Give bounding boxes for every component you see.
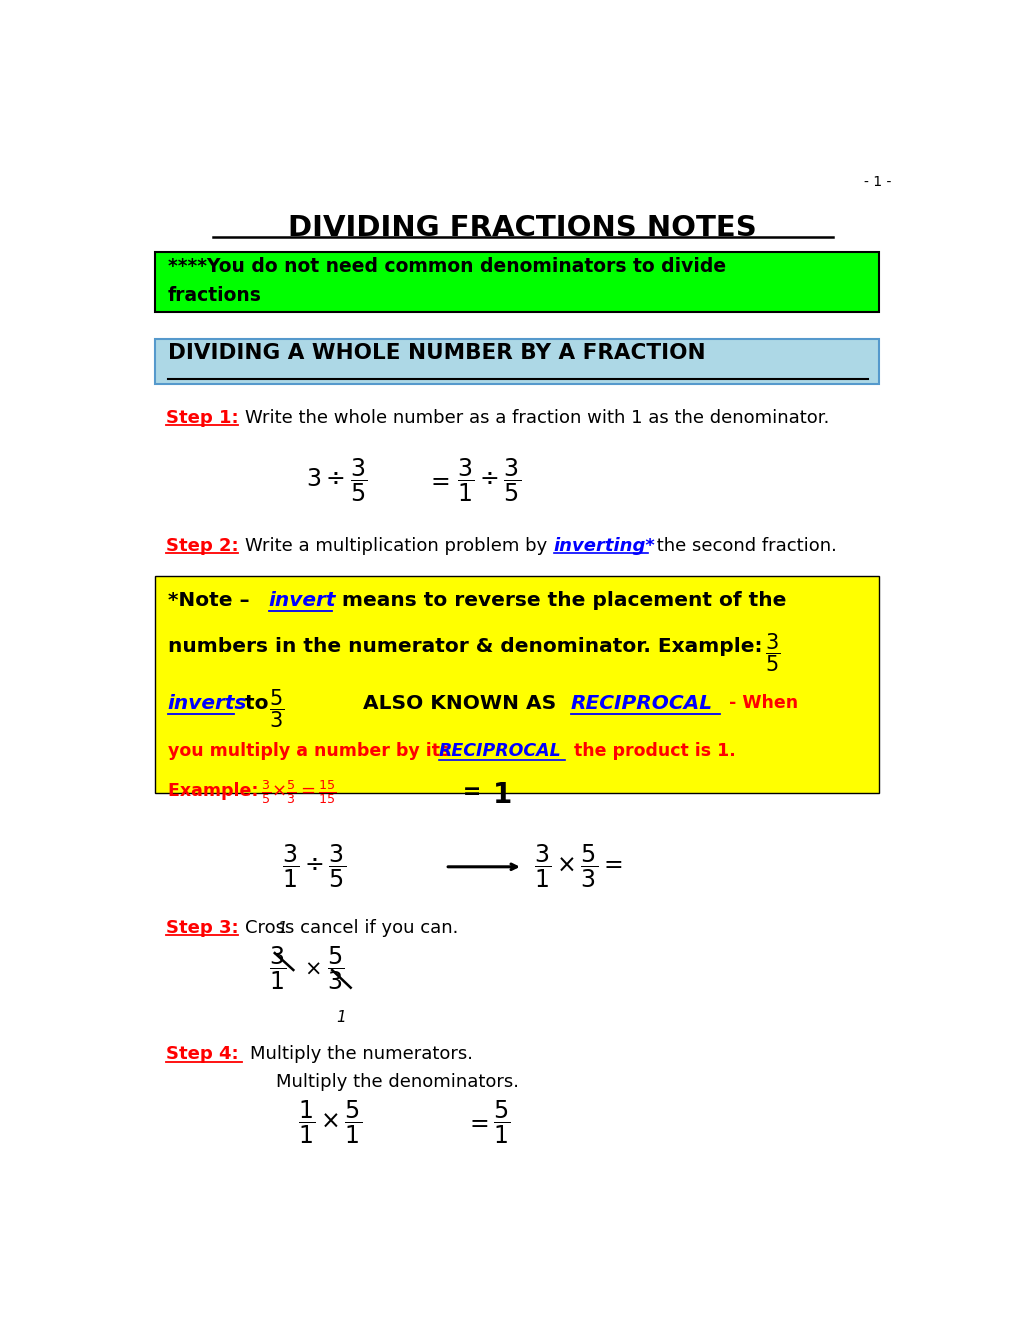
- Text: RECIPROCAL: RECIPROCAL: [571, 693, 712, 713]
- Text: Step 1:: Step 1:: [166, 409, 238, 426]
- Text: 1: 1: [493, 780, 513, 809]
- Text: DIVIDING A WHOLE NUMBER BY A FRACTION: DIVIDING A WHOLE NUMBER BY A FRACTION: [168, 343, 705, 363]
- Text: the second fraction.: the second fraction.: [651, 537, 837, 556]
- Text: the product is 1.: the product is 1.: [568, 742, 735, 760]
- FancyBboxPatch shape: [155, 339, 878, 384]
- Text: $\dfrac{3}{1} \times \dfrac{5}{3} =$: $\dfrac{3}{1} \times \dfrac{5}{3} =$: [534, 843, 623, 891]
- Text: $\times$: $\times$: [304, 958, 321, 978]
- Text: ALSO KNOWN AS: ALSO KNOWN AS: [335, 693, 562, 713]
- Text: $\dfrac{3}{5}$: $\dfrac{3}{5}$: [764, 631, 780, 673]
- Text: Cross cancel if you can.: Cross cancel if you can.: [245, 919, 459, 937]
- Text: means to reverse the placement of the: means to reverse the placement of the: [335, 591, 786, 610]
- Text: Step 3:: Step 3:: [166, 919, 238, 937]
- Text: $\frac{3}{5}{\times}\frac{5}{3} = \frac{15}{15}$: $\frac{3}{5}{\times}\frac{5}{3} = \frac{…: [261, 779, 336, 807]
- Text: Step 2:: Step 2:: [166, 537, 238, 556]
- Text: - 1 -: - 1 -: [863, 176, 890, 189]
- Text: =: =: [454, 781, 488, 803]
- Text: $=$: $=$: [426, 469, 449, 492]
- Text: Write the whole number as a fraction with 1 as the denominator.: Write the whole number as a fraction wit…: [245, 409, 828, 426]
- Text: $\dfrac{5}{3}$: $\dfrac{5}{3}$: [268, 688, 283, 730]
- Text: inverts: inverts: [168, 693, 247, 713]
- Text: $\dfrac{1}{1} \times \dfrac{5}{1}$: $\dfrac{1}{1} \times \dfrac{5}{1}$: [298, 1098, 362, 1146]
- Text: $\dfrac{5}{3}$: $\dfrac{5}{3}$: [327, 945, 344, 993]
- Text: $\dfrac{5}{1}$: $\dfrac{5}{1}$: [493, 1098, 510, 1146]
- FancyBboxPatch shape: [155, 252, 878, 313]
- Text: numbers in the numerator & denominator. Example:: numbers in the numerator & denominator. …: [168, 638, 768, 656]
- Text: Example:: Example:: [168, 781, 270, 800]
- Text: *Note –: *Note –: [168, 591, 256, 610]
- Text: $\dfrac{3}{1} \div \dfrac{3}{5}$: $\dfrac{3}{1} \div \dfrac{3}{5}$: [457, 457, 521, 504]
- Text: 1: 1: [336, 1010, 345, 1026]
- Text: Step 4:: Step 4:: [166, 1045, 238, 1064]
- Text: Multiply the denominators.: Multiply the denominators.: [276, 1073, 519, 1092]
- Text: $\dfrac{3}{1} \div \dfrac{3}{5}$: $\dfrac{3}{1} \div \dfrac{3}{5}$: [282, 843, 346, 891]
- Text: Write a multiplication problem by: Write a multiplication problem by: [245, 537, 552, 556]
- Text: - When: - When: [722, 693, 797, 711]
- FancyBboxPatch shape: [155, 576, 878, 793]
- Text: $3 \div \dfrac{3}{5}$: $3 \div \dfrac{3}{5}$: [306, 457, 367, 504]
- Text: RECIPROCAL: RECIPROCAL: [438, 742, 561, 760]
- Text: invert: invert: [268, 591, 335, 610]
- Text: Multiply the numerators.: Multiply the numerators.: [250, 1045, 473, 1064]
- Text: inverting*: inverting*: [553, 537, 655, 556]
- Text: 1: 1: [277, 921, 287, 936]
- Text: DIVIDING FRACTIONS NOTES: DIVIDING FRACTIONS NOTES: [288, 214, 756, 242]
- Text: fractions: fractions: [168, 286, 262, 305]
- Text: ****You do not need common denominators to divide: ****You do not need common denominators …: [168, 257, 726, 276]
- Text: $\dfrac{3}{1}$: $\dfrac{3}{1}$: [268, 945, 285, 993]
- Text: you multiply a number by its: you multiply a number by its: [168, 742, 455, 760]
- Text: $=$: $=$: [465, 1110, 488, 1134]
- Text: to: to: [237, 693, 275, 713]
